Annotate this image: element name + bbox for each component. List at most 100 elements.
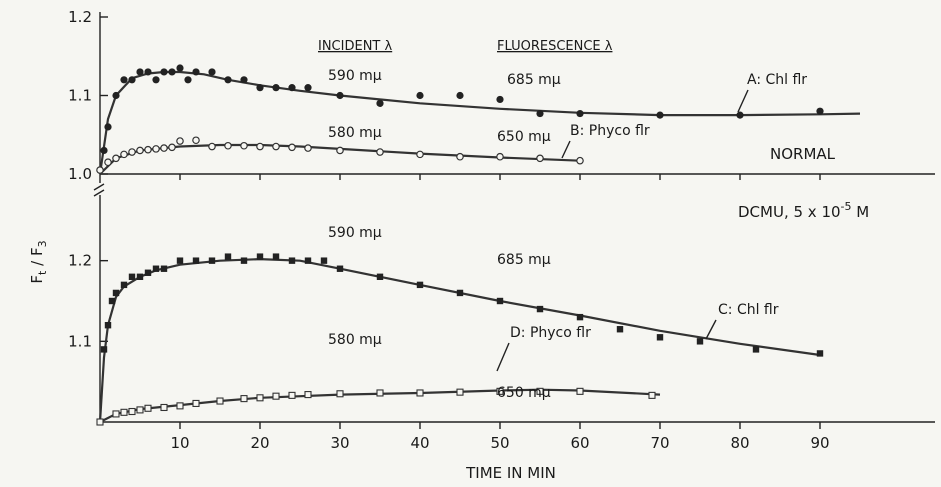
data-point-series-3 bbox=[176, 402, 184, 410]
data-point-series-1 bbox=[456, 152, 464, 161]
data-point-series-3 bbox=[416, 389, 424, 397]
data-point-series-2 bbox=[256, 253, 264, 260]
data-point-series-3 bbox=[112, 410, 120, 418]
data-point-series-1 bbox=[192, 136, 200, 145]
data-points bbox=[96, 64, 824, 426]
data-point-series-3 bbox=[304, 391, 312, 399]
normal-condition-label: NORMAL bbox=[770, 145, 836, 163]
data-point-series-0 bbox=[256, 84, 264, 92]
data-point-series-0 bbox=[112, 91, 120, 100]
data-point-series-0 bbox=[536, 109, 544, 118]
fit-curve-series-0 bbox=[98, 70, 861, 175]
data-point-series-2 bbox=[104, 322, 112, 329]
data-point-series-2 bbox=[288, 257, 296, 264]
data-point-series-2 bbox=[100, 346, 108, 353]
data-point-series-2 bbox=[272, 253, 280, 260]
series-d-leader bbox=[496, 342, 510, 372]
b-fluor-label: 650 mμ bbox=[497, 129, 551, 145]
data-point-series-0 bbox=[816, 107, 824, 115]
x-tick-label: 50 bbox=[490, 434, 509, 452]
data-point-series-2 bbox=[108, 297, 116, 305]
x-tick-label: 30 bbox=[330, 434, 349, 452]
data-point-series-1 bbox=[576, 156, 584, 165]
data-point-series-3 bbox=[216, 397, 224, 405]
series-d-label: D: Phyco flr bbox=[510, 325, 591, 341]
data-point-series-3 bbox=[496, 387, 504, 395]
dcmu-condition-label: DCMU, 5 x 10-5 M bbox=[738, 200, 869, 221]
data-point-series-1 bbox=[112, 154, 120, 163]
data-point-series-0 bbox=[184, 76, 192, 84]
data-point-series-2 bbox=[152, 265, 160, 272]
data-point-series-0 bbox=[656, 111, 664, 119]
data-point-series-0 bbox=[152, 76, 160, 84]
data-point-series-0 bbox=[144, 68, 152, 76]
data-point-series-0 bbox=[288, 84, 296, 92]
data-point-series-2 bbox=[112, 289, 120, 297]
data-point-series-2 bbox=[456, 289, 464, 297]
data-point-series-2 bbox=[128, 273, 136, 280]
b-incident-label: 580 mμ bbox=[328, 125, 382, 141]
data-point-series-3 bbox=[144, 404, 152, 412]
data-point-series-3 bbox=[160, 403, 168, 412]
top-y-tick-label: 1.1 bbox=[68, 87, 92, 105]
a-fluor-label: 685 mμ bbox=[507, 72, 561, 88]
series-c-leader bbox=[705, 319, 717, 340]
data-point-series-2 bbox=[160, 265, 168, 272]
c-incident-label: 590 mμ bbox=[328, 225, 382, 241]
a-incident-label: 590 mμ bbox=[328, 68, 382, 84]
incident-header: INCIDENT λ bbox=[318, 39, 392, 54]
data-point-series-0 bbox=[160, 68, 168, 76]
data-point-series-2 bbox=[752, 346, 760, 353]
data-point-series-2 bbox=[336, 265, 344, 272]
data-point-series-0 bbox=[272, 84, 280, 92]
data-point-series-2 bbox=[816, 350, 824, 357]
data-point-series-0 bbox=[120, 76, 128, 84]
data-point-series-0 bbox=[240, 76, 248, 84]
series-b-label: B: Phyco flr bbox=[570, 123, 650, 139]
data-point-series-3 bbox=[272, 392, 280, 400]
data-point-series-0 bbox=[136, 68, 144, 76]
data-point-series-2 bbox=[696, 338, 704, 345]
x-axis-label: TIME IN MIN bbox=[465, 464, 556, 482]
x-tick-label: 20 bbox=[250, 434, 269, 452]
data-point-series-3 bbox=[120, 408, 128, 416]
data-point-series-3 bbox=[576, 387, 584, 395]
data-point-series-2 bbox=[616, 326, 624, 333]
bottom-y-tick-label: 1.1 bbox=[68, 332, 92, 350]
data-point-series-2 bbox=[192, 257, 200, 264]
data-point-series-2 bbox=[136, 273, 144, 280]
data-point-series-1 bbox=[224, 141, 232, 150]
data-point-series-0 bbox=[208, 68, 216, 76]
x-tick-label: 60 bbox=[570, 434, 589, 452]
data-point-series-1 bbox=[208, 142, 216, 151]
data-point-series-1 bbox=[272, 142, 280, 151]
data-point-series-0 bbox=[336, 91, 344, 100]
data-point-series-0 bbox=[100, 146, 108, 155]
top-y-tick-label: 1.2 bbox=[68, 8, 92, 26]
data-point-series-0 bbox=[224, 76, 232, 84]
data-point-series-2 bbox=[120, 281, 128, 289]
data-point-series-3 bbox=[128, 407, 136, 416]
d-fluor-label: 650 mμ bbox=[497, 385, 551, 401]
data-point-series-3 bbox=[336, 390, 344, 398]
data-point-series-3 bbox=[288, 391, 296, 399]
x-tick-label: 40 bbox=[410, 434, 429, 452]
data-point-series-1 bbox=[152, 145, 160, 153]
data-point-series-0 bbox=[304, 84, 312, 92]
data-point-series-3 bbox=[376, 389, 384, 397]
x-tick-label: 10 bbox=[170, 434, 189, 452]
d-incident-label: 580 mμ bbox=[328, 332, 382, 348]
data-point-series-1 bbox=[128, 148, 136, 156]
data-point-series-3 bbox=[256, 394, 264, 402]
data-point-series-1 bbox=[168, 143, 176, 152]
data-point-series-2 bbox=[176, 257, 184, 264]
data-point-series-0 bbox=[128, 76, 136, 84]
series-b-leader bbox=[561, 140, 571, 159]
fit-curve-series-3 bbox=[99, 388, 661, 423]
x-tick-label: 90 bbox=[810, 434, 829, 452]
x-tick-label: 70 bbox=[650, 434, 669, 452]
data-point-series-1 bbox=[160, 144, 168, 152]
data-point-series-2 bbox=[208, 257, 216, 264]
data-point-series-0 bbox=[416, 91, 424, 100]
